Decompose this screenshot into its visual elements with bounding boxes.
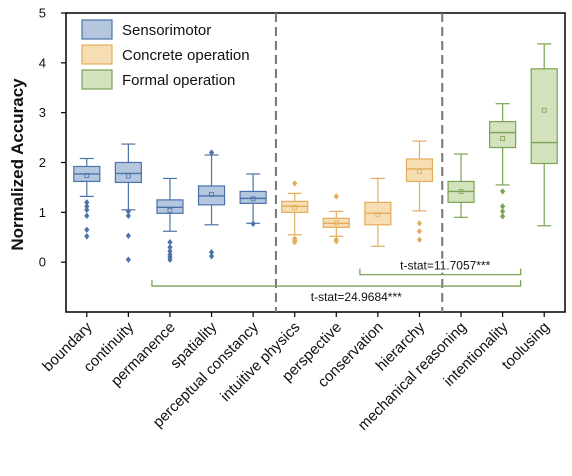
outlier-permanence bbox=[167, 239, 173, 246]
y-tick-label: 3 bbox=[39, 105, 46, 120]
significance-bracket bbox=[359, 268, 522, 276]
box-perceptual-constancy bbox=[239, 190, 267, 204]
mean-boundary bbox=[84, 173, 90, 178]
outlier-spatiality bbox=[208, 149, 215, 156]
mean-mechanical-reasoning bbox=[458, 189, 464, 194]
mean-intentionality bbox=[500, 136, 506, 141]
outlier-hierarchy bbox=[416, 236, 423, 243]
y-tick-label: 0 bbox=[39, 255, 46, 270]
mean-hierarchy bbox=[417, 169, 422, 174]
annotation-bg bbox=[398, 258, 493, 273]
outlier-continuity bbox=[125, 232, 131, 239]
outlier-hierarchy bbox=[416, 220, 423, 227]
outlier-continuity bbox=[125, 208, 131, 215]
outlier-boundary bbox=[84, 226, 90, 233]
mean-toolusing bbox=[541, 107, 547, 113]
outlier-spatiality bbox=[208, 252, 215, 260]
outlier-permanence bbox=[167, 256, 173, 263]
legend-label-formal-operation: Formal operation bbox=[122, 72, 235, 89]
outlier-intentionality bbox=[500, 188, 506, 195]
legend-swatch-formal-operation bbox=[81, 69, 113, 90]
box-permanence bbox=[156, 199, 184, 214]
legend-label-sensorimotor: Sensorimotor bbox=[122, 22, 211, 39]
outlier-perspective bbox=[333, 193, 339, 200]
outlier-intentionality bbox=[500, 213, 506, 220]
box-toolusing bbox=[530, 68, 558, 165]
y-axis-title: Normalized Accuracy bbox=[8, 78, 27, 251]
significance-label: t-stat=11.7057*** bbox=[400, 259, 491, 273]
mean-permanence bbox=[167, 207, 173, 213]
outlier-intuitive-physics bbox=[292, 180, 298, 187]
outlier-intentionality bbox=[500, 203, 506, 210]
outlier-perspective bbox=[333, 238, 339, 245]
outlier-continuity bbox=[125, 212, 131, 220]
significance-bracket bbox=[151, 280, 522, 287]
outlier-perceptual-constancy bbox=[250, 220, 256, 227]
outlier-boundary bbox=[84, 203, 90, 210]
mean-perceptual-constancy bbox=[250, 196, 256, 202]
outlier-boundary bbox=[84, 233, 90, 240]
mean-spatiality bbox=[209, 191, 214, 197]
outlier-boundary bbox=[84, 199, 90, 206]
outlier-boundary bbox=[84, 212, 90, 220]
y-tick-label: 1 bbox=[39, 205, 46, 220]
significance-label: t-stat=24.9684*** bbox=[311, 290, 402, 304]
annotation-bg bbox=[308, 290, 405, 305]
box-hierarchy bbox=[405, 158, 434, 183]
outlier-hierarchy bbox=[416, 228, 423, 235]
outlier-continuity bbox=[125, 256, 131, 263]
y-tick-label: 4 bbox=[39, 55, 46, 70]
mean-continuity bbox=[125, 173, 131, 179]
outlier-permanence bbox=[167, 244, 173, 251]
mean-intuitive-physics bbox=[292, 204, 298, 210]
outlier-permanence bbox=[167, 248, 173, 255]
legend-swatch-concrete-operation bbox=[81, 44, 113, 65]
box-intentionality bbox=[489, 121, 517, 149]
outlier-intuitive-physics bbox=[292, 239, 298, 246]
legend-label-concrete-operation: Concrete operation bbox=[122, 47, 250, 64]
outlier-boundary bbox=[84, 206, 90, 214]
y-tick-label: 2 bbox=[39, 155, 46, 170]
y-tick-label: 5 bbox=[39, 6, 46, 21]
box-continuity bbox=[114, 161, 142, 184]
outlier-intentionality bbox=[500, 208, 506, 215]
mean-conservation bbox=[375, 212, 381, 218]
legend-swatch-sensorimotor bbox=[81, 19, 113, 40]
outlier-spatiality bbox=[208, 249, 215, 256]
mean-perspective bbox=[333, 220, 339, 226]
